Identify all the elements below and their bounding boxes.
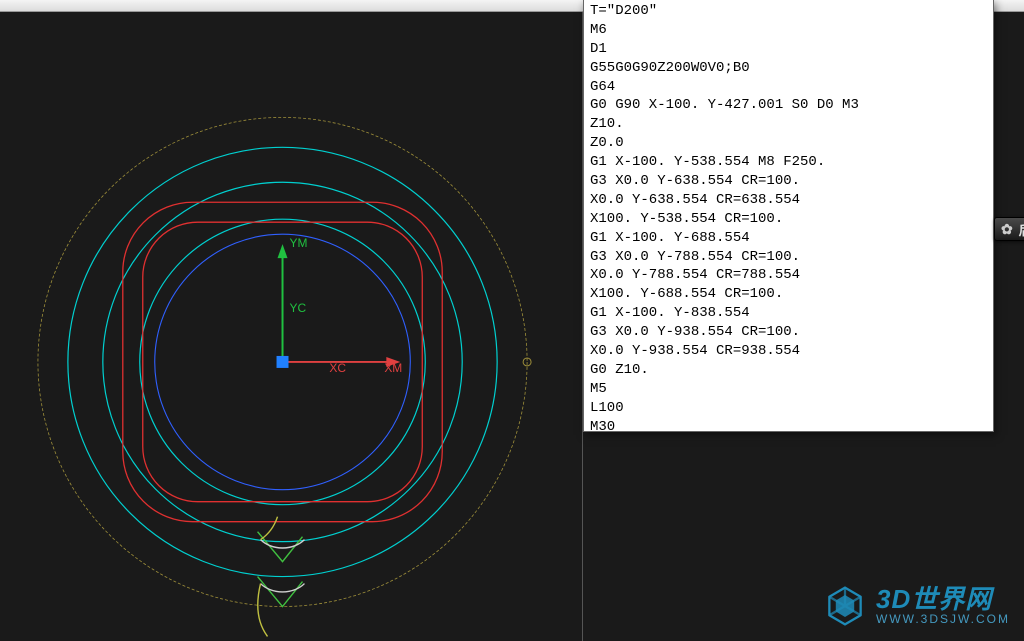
watermark-url: WWW.3DSJW.COM <box>876 613 1010 626</box>
origin-marker <box>277 356 289 368</box>
cad-viewport[interactable]: YMYCXCXM <box>0 12 583 641</box>
post-process-button[interactable]: ✿ 后处理 <box>994 217 1024 241</box>
gcode-output-panel[interactable]: T="D200" M6 D1 G55G0G90Z200W0V0;B0 G64 G… <box>583 0 994 432</box>
leadin-tail <box>258 584 268 637</box>
leadin-tail <box>261 517 278 540</box>
watermark: 3D世界网 WWW.3DSJW.COM <box>822 583 1010 629</box>
watermark-title: 3D世界网 <box>876 586 1010 613</box>
axis-label: YM <box>290 236 308 250</box>
axis-label: YC <box>290 301 307 315</box>
y-axis-arrow <box>278 244 288 258</box>
axis-label: XC <box>329 361 346 375</box>
post-process-label: 后处理 <box>1019 220 1024 239</box>
toolpath-canvas: YMYCXCXM <box>0 12 582 641</box>
leadin-arc <box>261 584 305 592</box>
gcode-text: T="D200" M6 D1 G55G0G90Z200W0V0;B0 G64 G… <box>584 0 993 432</box>
watermark-logo-icon <box>822 583 868 629</box>
x-axis-arrow <box>386 357 400 367</box>
gear-icon: ✿ <box>1001 221 1013 238</box>
